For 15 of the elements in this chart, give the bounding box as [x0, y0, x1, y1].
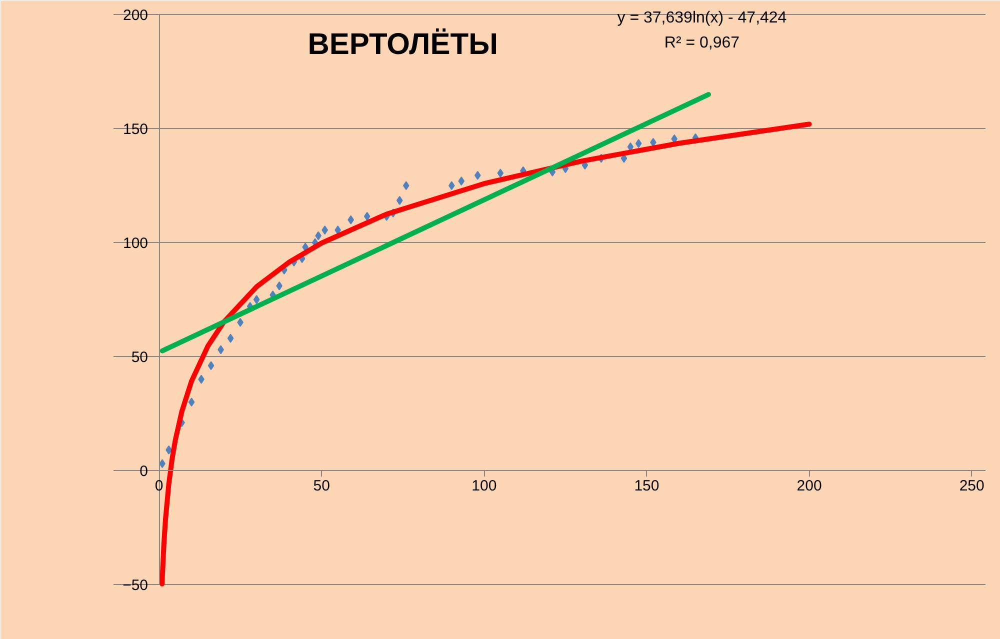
x-tick-label: 0: [154, 477, 164, 494]
x-tick-label: 50: [313, 477, 330, 494]
x-tick-label: 250: [959, 477, 984, 494]
x-tick-label: 150: [634, 477, 660, 494]
x-tick-label: 200: [796, 477, 822, 494]
chart-title: ВЕРТОЛЁТЫ: [308, 28, 498, 61]
annotation: R² = 0,967: [664, 34, 740, 52]
x-tick-label: 100: [472, 477, 497, 494]
y-tick-label: −50: [122, 576, 148, 594]
y-tick-label: 0: [140, 462, 148, 480]
y-tick-label: 100: [122, 235, 148, 252]
y-tick-label: 50: [131, 349, 148, 366]
y-tick-label: 150: [122, 121, 148, 138]
y-tick-label: 200: [122, 7, 148, 24]
annotation: y = 37,639ln(x) - 47,424: [617, 10, 787, 27]
